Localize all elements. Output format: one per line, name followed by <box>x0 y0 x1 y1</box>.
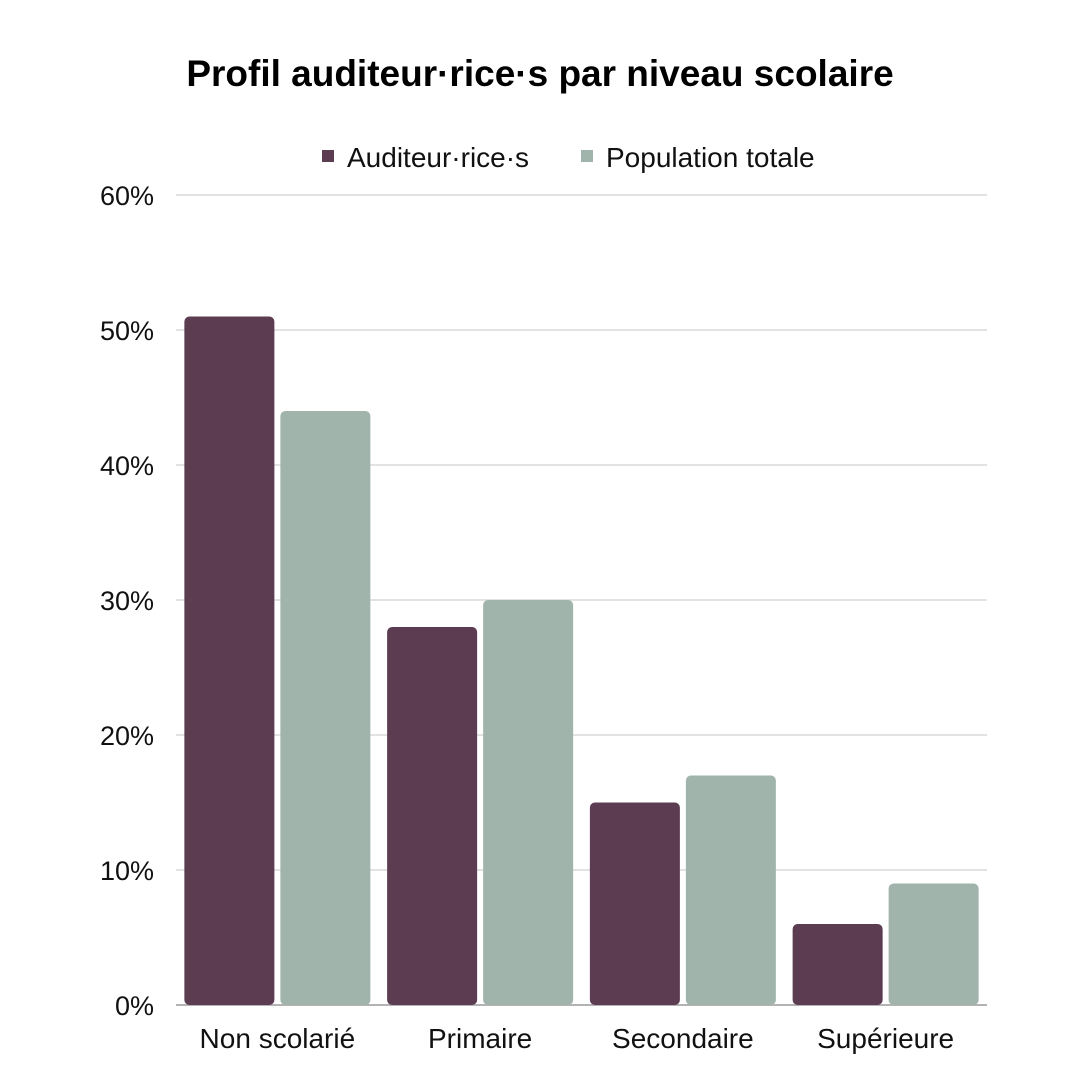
x-axis-labels: Non scolarié Primaire Secondaire Supérieure <box>200 1023 955 1054</box>
bars <box>184 316 979 1005</box>
y-tick-label: 20% <box>100 721 154 751</box>
y-tick-label: 0% <box>115 991 154 1021</box>
legend-label: Auditeur·rice·s <box>347 142 529 173</box>
y-tick-label: 50% <box>100 316 154 346</box>
x-tick-label: Primaire <box>428 1023 532 1054</box>
x-tick-label: Supérieure <box>817 1023 954 1054</box>
legend-swatch <box>322 150 334 162</box>
legend-swatch <box>581 150 593 162</box>
y-tick-label: 60% <box>100 181 154 211</box>
legend-label: Population totale <box>606 142 815 173</box>
chart-title: Profil auditeur·rice·s par niveau scolai… <box>186 53 893 94</box>
bar-auditeurs-3 <box>589 802 680 1005</box>
y-tick-label: 30% <box>100 586 154 616</box>
bar-auditeurs-4 <box>792 924 883 1005</box>
bar-auditeurs-2 <box>387 627 478 1005</box>
x-tick-label: Non scolarié <box>200 1023 356 1054</box>
bar-population-2 <box>483 600 574 1005</box>
bar-auditeurs-1 <box>184 316 275 1005</box>
bar-population-4 <box>888 883 979 1005</box>
bar-population-1 <box>280 411 371 1005</box>
legend: Auditeur·rice·s Population totale <box>322 142 815 173</box>
y-tick-label: 40% <box>100 451 154 481</box>
bar-population-3 <box>685 775 776 1005</box>
x-tick-label: Secondaire <box>612 1023 754 1054</box>
y-axis-ticks: 0% 10% 20% 30% 40% 50% 60% <box>100 181 154 1021</box>
y-tick-label: 10% <box>100 856 154 886</box>
